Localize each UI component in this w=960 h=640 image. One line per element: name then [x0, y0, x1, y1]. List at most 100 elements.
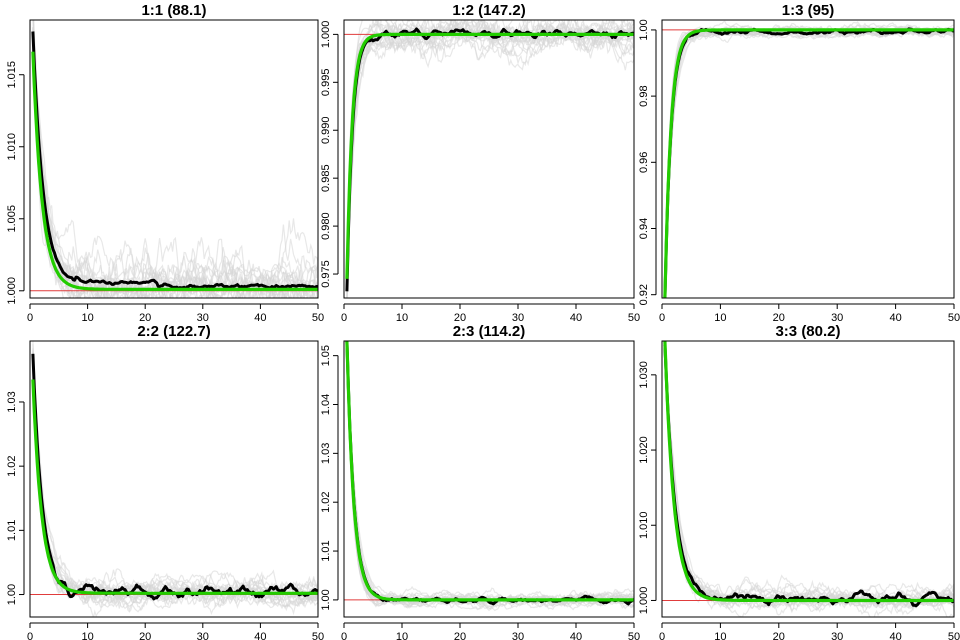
replicate-line	[346, 20, 634, 281]
replicate-line	[346, 341, 634, 608]
replicate-line	[33, 20, 306, 298]
mean-series-line	[31, 353, 318, 601]
replicate-line	[346, 347, 634, 608]
x-tick-label: 0	[659, 631, 665, 640]
replicate-line	[346, 20, 634, 298]
panel-title: 1:2 (147.2)	[452, 2, 525, 19]
x-tick-label: 30	[512, 631, 524, 640]
replicate-line	[32, 20, 318, 298]
replicate-line	[346, 341, 634, 610]
replicate-line	[664, 341, 954, 616]
replicate-line	[664, 341, 954, 617]
x-tick-label: 20	[139, 631, 151, 640]
y-tick-label: 1.03	[6, 391, 18, 412]
y-tick-label: 1.000	[320, 21, 332, 49]
x-tick-label: 50	[628, 312, 640, 324]
y-tick-label: 1.01	[320, 540, 332, 561]
replicate-line	[664, 20, 954, 296]
y-tick-label: 1.00	[6, 584, 18, 605]
replicate-line	[664, 27, 954, 298]
plot-area	[662, 20, 954, 298]
x-tick-label: 50	[948, 631, 960, 640]
replicate-line	[664, 349, 954, 609]
replicate-line	[664, 27, 954, 298]
replicate-line	[346, 20, 634, 273]
y-tick-label: 1.03	[320, 443, 332, 464]
replicate-line	[664, 24, 954, 295]
plot-frame	[343, 340, 635, 618]
y-tick-label: 1.010	[6, 133, 18, 161]
chart-panel: 2:2 (122.7) 0 10 20 30 40 50 1.00 1.01 1.02 1.03	[6, 323, 324, 640]
replicate-line	[664, 342, 954, 610]
x-tick-label: 30	[197, 631, 209, 640]
replicate-line	[664, 341, 954, 608]
x-tick-label: 20	[454, 631, 466, 640]
plot-frame	[661, 340, 955, 618]
y-tick-label: 1.005	[6, 205, 18, 233]
fit-curve-line	[663, 28, 954, 298]
x-tick-label: 40	[889, 312, 901, 324]
replicate-line	[346, 347, 634, 611]
plot-frame	[661, 19, 955, 299]
replicate-line	[32, 357, 318, 608]
replicate-line	[664, 24, 954, 298]
replicate-line	[346, 21, 634, 287]
y-tick-label: 0.990	[320, 116, 332, 144]
replicate-line	[664, 24, 954, 298]
y-tick-label: 0.94	[638, 218, 650, 239]
replicate-line	[346, 26, 634, 298]
replicate-line	[32, 356, 318, 609]
chart-panel: 2:3 (114.2) 0 10 20 30 40 50 1.00 1.01 1.02 1.03 1.…	[320, 323, 640, 640]
replicate-line	[664, 21, 954, 297]
x-tick-label: 0	[659, 312, 665, 324]
y-tick-label: 0.985	[320, 164, 332, 192]
y-tick-label: 1.01	[6, 520, 18, 541]
replicate-line	[664, 349, 954, 612]
replicate-line	[346, 20, 634, 298]
x-tick-label: 10	[396, 312, 408, 324]
mean-series-line	[663, 27, 954, 298]
replicate-line	[664, 355, 954, 617]
replicate-line	[32, 351, 318, 609]
x-tick-label: 10	[81, 631, 93, 640]
replicate-line	[664, 348, 954, 611]
replicate-line	[664, 26, 954, 298]
plot-frame	[29, 19, 319, 299]
replicate-line	[346, 20, 634, 286]
x-tick-label: 40	[570, 631, 582, 640]
x-tick-label: 50	[312, 312, 324, 324]
mean-series-line	[345, 27, 634, 292]
panel-title: 3:3 (80.2)	[775, 323, 840, 340]
replicate-line	[346, 341, 634, 609]
replicate-line	[664, 24, 954, 297]
mean-series-line	[345, 341, 634, 606]
x-tick-label: 50	[948, 312, 960, 324]
chart-panel: 1:2 (147.2) 0 10 20 30 40 50 0.975 0.980 0.985 0.9…	[320, 2, 640, 324]
plot-frame	[343, 19, 635, 299]
y-tick-label: 1.02	[320, 491, 332, 512]
replicate-line	[346, 24, 634, 297]
plot-area	[30, 20, 318, 298]
x-tick-label: 20	[454, 312, 466, 324]
replicate-line	[32, 28, 318, 298]
x-tick-label: 20	[773, 631, 785, 640]
y-tick-label: 0.980	[320, 212, 332, 240]
replicate-line	[664, 342, 954, 604]
replicate-line	[664, 350, 954, 611]
replicate-line	[346, 20, 634, 298]
replicate-line	[664, 27, 954, 298]
replicate-line	[664, 349, 954, 613]
x-tick-label: 0	[27, 312, 33, 324]
replicate-line	[32, 35, 318, 298]
replicate-line	[664, 341, 954, 612]
replicate-line	[346, 342, 634, 605]
replicate-line	[346, 25, 634, 293]
fit-curve-line	[663, 341, 954, 603]
replicate-line	[346, 342, 634, 609]
replicate-line	[346, 347, 634, 611]
replicate-line	[346, 342, 634, 605]
replicate-line	[664, 346, 954, 609]
replicate-line	[664, 354, 954, 616]
x-tick-label: 40	[889, 631, 901, 640]
